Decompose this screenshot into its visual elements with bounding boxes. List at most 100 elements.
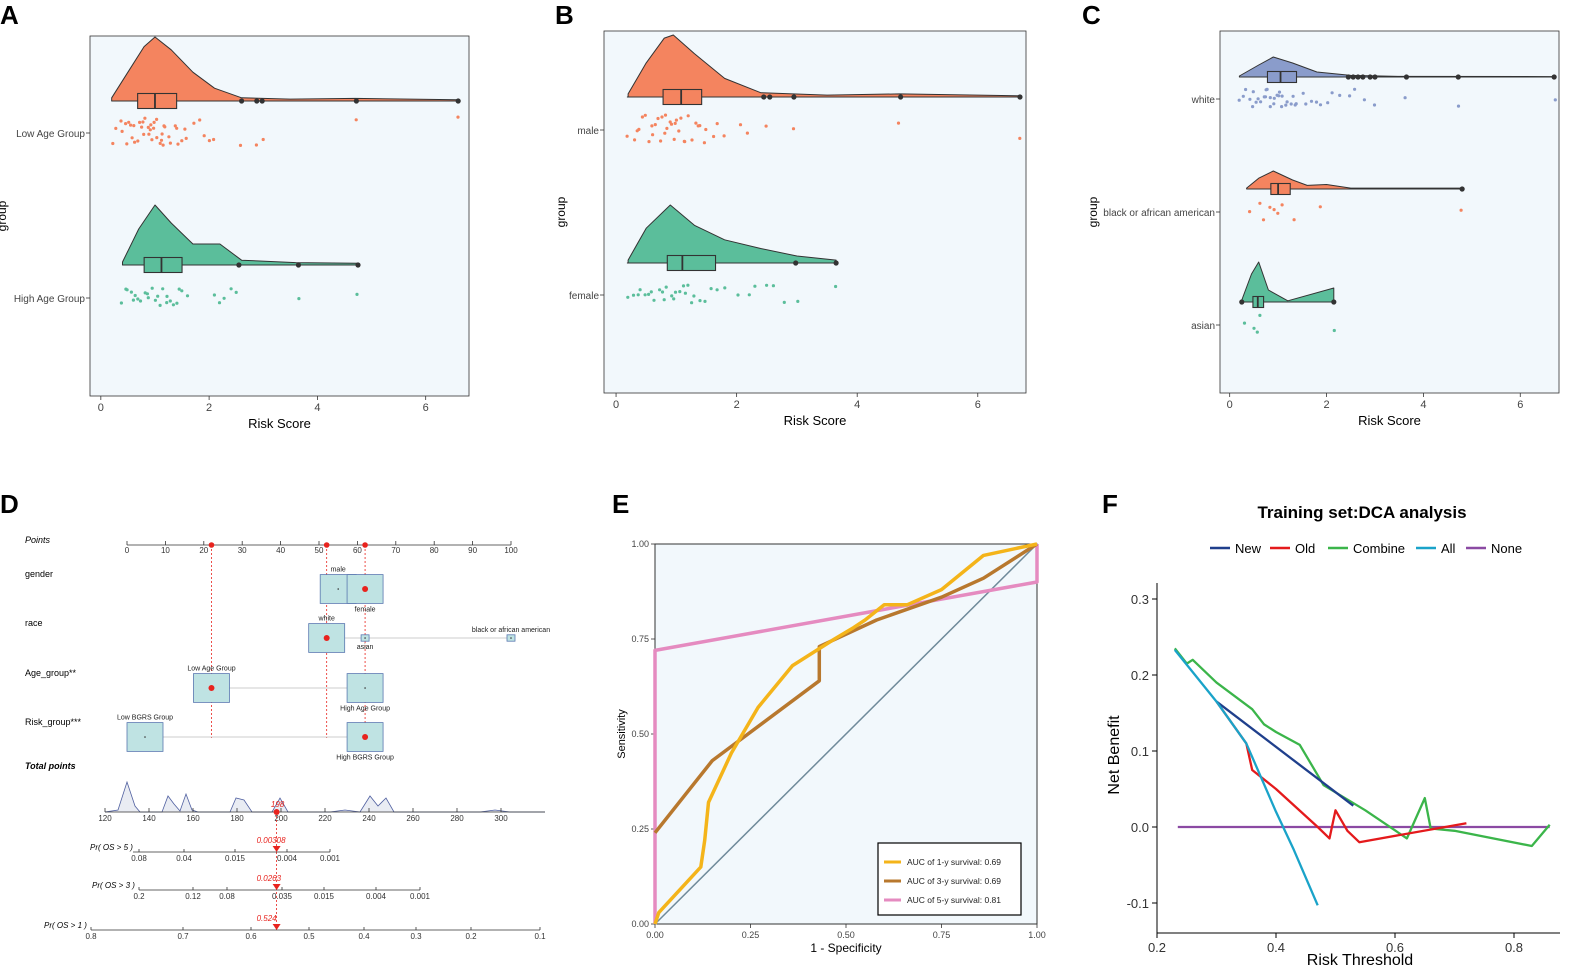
outlier-point xyxy=(1331,299,1337,305)
rain-point xyxy=(212,137,216,142)
x-tick-label: 4 xyxy=(1420,399,1426,411)
rain-point xyxy=(297,297,301,301)
rain-point xyxy=(796,299,800,303)
rain-point xyxy=(125,142,129,146)
rain-point xyxy=(673,121,677,125)
rain-point xyxy=(1268,105,1272,109)
rain-point xyxy=(234,290,238,294)
rain-point xyxy=(643,293,647,297)
y-tick-label: 0.75 xyxy=(631,634,649,644)
outlier-point xyxy=(1017,94,1023,100)
level-marker xyxy=(337,588,340,590)
x-tick-label: 0.2 xyxy=(1148,940,1166,955)
rain-point xyxy=(631,293,636,297)
rain-point xyxy=(155,117,159,121)
rain-point xyxy=(140,125,144,129)
outlier-point xyxy=(761,94,767,100)
outlier-point xyxy=(898,94,904,100)
points-tick-label: 60 xyxy=(353,546,362,555)
rain-point xyxy=(131,298,135,302)
rain-point xyxy=(681,284,686,288)
x-tick-label: 0.75 xyxy=(933,930,951,940)
x-tick-label: 6 xyxy=(1517,399,1523,411)
rain-point xyxy=(177,287,181,291)
rain-point xyxy=(663,113,668,117)
probability-tick-label: 0.08 xyxy=(131,854,147,863)
rain-point xyxy=(1241,94,1245,98)
rain-point xyxy=(1330,91,1334,95)
raincloud-chart-c: 0 2 4 6 Risk Score group white black or african… xyxy=(1086,30,1560,428)
rain-point xyxy=(1248,97,1252,101)
rain-point xyxy=(141,120,145,124)
rain-point xyxy=(136,139,140,143)
rain-point xyxy=(217,301,222,305)
outlier-point xyxy=(355,262,361,268)
box xyxy=(143,256,183,274)
points-tick-label: 90 xyxy=(468,546,477,555)
y-tick-label: 0.1 xyxy=(1131,744,1149,759)
outlier-point xyxy=(1367,74,1373,80)
x-tick-label: 4 xyxy=(314,402,320,414)
rain-point xyxy=(146,296,150,300)
outlier-point xyxy=(1455,74,1461,80)
rain-point xyxy=(637,127,641,131)
outlier-point xyxy=(791,94,797,100)
box xyxy=(1266,70,1298,84)
probability-tick-label: 0.004 xyxy=(366,892,387,901)
rain-point xyxy=(175,301,179,305)
outlier-point xyxy=(254,98,260,104)
x-axis-title: Risk Threshold xyxy=(1307,952,1413,969)
variable-name: gender xyxy=(25,569,53,579)
rain-point xyxy=(1280,203,1284,207)
rain-point xyxy=(1304,102,1308,106)
total-points-tick-label: 260 xyxy=(406,814,420,823)
panel-label-e: E xyxy=(612,489,629,519)
rain-point xyxy=(670,294,674,298)
rain-point xyxy=(665,126,669,130)
rain-point xyxy=(222,296,226,300)
panel-label-a: A xyxy=(0,0,19,30)
y-axis-title: group xyxy=(1086,196,1100,227)
rain-point xyxy=(171,303,175,307)
rain-point xyxy=(1318,205,1322,209)
probability-marker xyxy=(272,924,281,930)
y-tick-label: 0.25 xyxy=(631,824,649,834)
rain-point xyxy=(672,297,676,301)
rain-point xyxy=(1553,98,1557,102)
rain-point xyxy=(212,293,216,297)
rain-point xyxy=(168,299,172,303)
x-tick-label: 0.25 xyxy=(742,930,760,940)
outlier-point xyxy=(1345,74,1351,80)
rain-point xyxy=(715,288,719,292)
box xyxy=(1270,182,1291,196)
points-tick-label: 10 xyxy=(161,546,170,555)
rain-point xyxy=(1332,328,1336,333)
probability-tick-label: 0.04 xyxy=(176,854,192,863)
y-tick-label: Low Age Group xyxy=(16,129,85,140)
points-tick-label: 30 xyxy=(238,546,247,555)
probability-value: 0.00308 xyxy=(257,836,286,845)
level-label: black or african american xyxy=(472,627,550,634)
rain-point xyxy=(672,137,676,141)
rain-point xyxy=(159,138,164,142)
rain-point xyxy=(1318,103,1323,107)
x-tick-label: 0.6 xyxy=(1386,940,1404,955)
rain-point xyxy=(120,129,124,133)
rain-point xyxy=(1256,97,1260,101)
dca-curve-1 xyxy=(1215,700,1467,844)
rain-point xyxy=(183,127,187,131)
rain-point xyxy=(184,136,188,140)
rain-point xyxy=(715,122,719,126)
rain-point xyxy=(1289,102,1293,106)
rain-point xyxy=(133,293,137,298)
total-points-tick-label: 160 xyxy=(186,814,200,823)
level-label: female xyxy=(355,606,376,613)
rain-point xyxy=(1272,208,1276,212)
rain-point xyxy=(1285,100,1289,104)
probability-tick-label: 0.015 xyxy=(225,854,246,863)
x-tick-label: 0.4 xyxy=(1267,940,1285,955)
rain-point xyxy=(694,121,698,125)
rain-point xyxy=(636,293,640,297)
probability-tick-label: 0.2 xyxy=(133,892,145,901)
probability-tick-label: 0.2 xyxy=(465,932,477,941)
